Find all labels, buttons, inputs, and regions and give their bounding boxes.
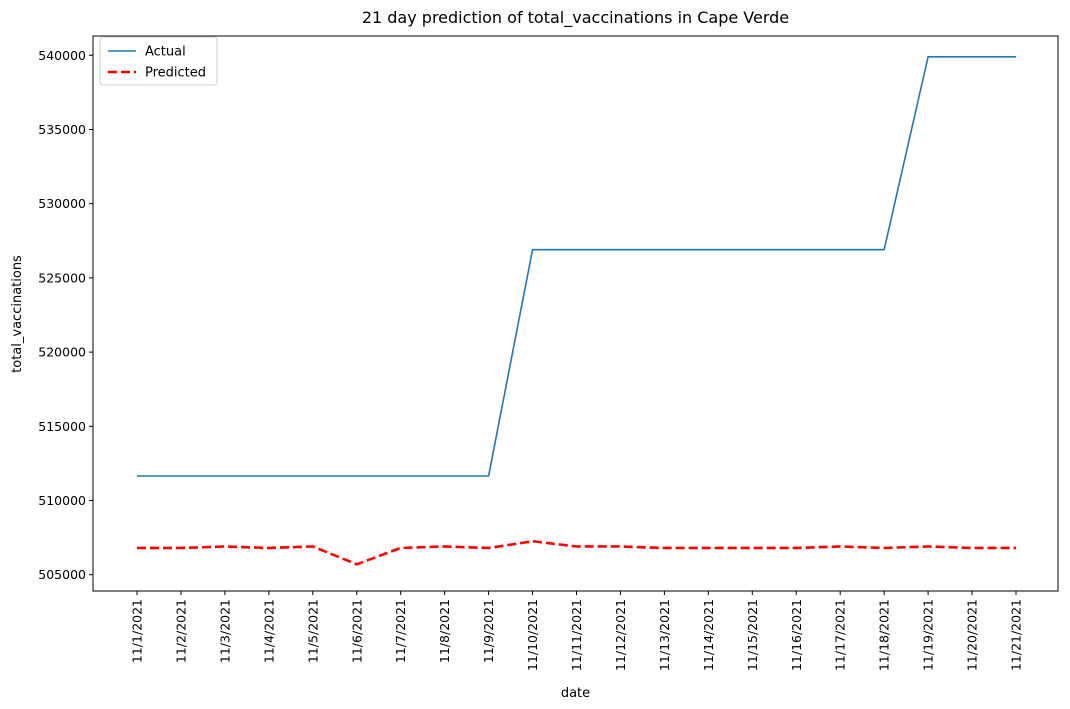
x-tick-label: 11/16/2021 (789, 599, 804, 671)
x-tick-label: 11/15/2021 (745, 599, 760, 671)
y-tick-label: 515000 (38, 419, 86, 434)
chart-title: 21 day prediction of total_vaccinations … (362, 8, 789, 28)
plot-area (137, 55, 1016, 566)
x-tick-label: 11/5/2021 (305, 599, 320, 663)
x-tick-label: 11/11/2021 (569, 599, 584, 671)
y-tick-label: 505000 (38, 567, 86, 582)
legend-label-actual: Actual (145, 45, 186, 60)
y-tick-label: 530000 (38, 196, 86, 211)
x-tick-label: 11/19/2021 (921, 599, 936, 671)
legend-label-predicted: Predicted (145, 66, 206, 81)
x-tick-label: 11/14/2021 (701, 599, 716, 671)
x-tick-label: 11/1/2021 (130, 599, 145, 663)
x-axis-label: date (561, 686, 590, 701)
y-tick-label: 535000 (38, 122, 86, 137)
x-tick-label: 11/8/2021 (437, 599, 452, 663)
x-tick-label: 11/20/2021 (965, 599, 980, 671)
x-tick-label: 11/18/2021 (877, 599, 892, 671)
x-tick-label: 11/21/2021 (1009, 599, 1024, 671)
y-tick-label: 520000 (38, 345, 86, 360)
x-axis: 11/1/2021 11/2/2021 11/3/2021 11/4/2021 11/5… (130, 591, 1024, 671)
y-tick-label: 525000 (38, 270, 86, 285)
y-tick-label: 510000 (38, 493, 86, 508)
series-line-predicted (137, 539, 1016, 566)
x-tick-label: 11/4/2021 (261, 599, 276, 663)
x-tick-label: 11/2/2021 (173, 599, 188, 663)
legend: Actual Predicted (99, 36, 218, 86)
y-tick-label: 540000 (38, 48, 86, 63)
x-tick-label: 11/6/2021 (349, 599, 364, 663)
x-tick-label: 11/12/2021 (613, 599, 628, 671)
x-tick-label: 11/3/2021 (217, 599, 232, 663)
x-tick-label: 11/7/2021 (393, 599, 408, 663)
y-axis-label: total_vaccinations (10, 255, 25, 373)
plot-frame (92, 35, 1059, 592)
y-axis: 505000 510000 515000 520000 525000 530000 5350… (38, 48, 93, 582)
series-line-actual (137, 55, 1016, 477)
x-tick-label: 11/9/2021 (481, 599, 496, 663)
x-tick-label: 11/17/2021 (833, 599, 848, 671)
x-tick-label: 11/10/2021 (525, 599, 540, 671)
x-tick-label: 11/13/2021 (657, 599, 672, 671)
